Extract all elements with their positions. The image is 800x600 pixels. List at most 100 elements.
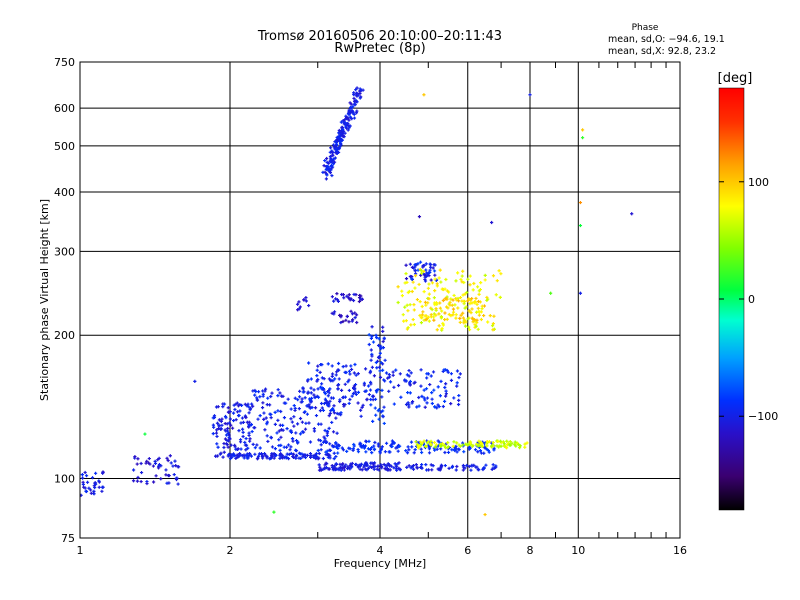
data-point bbox=[239, 403, 244, 407]
data-point bbox=[324, 398, 328, 403]
data-point bbox=[248, 437, 252, 441]
data-point bbox=[347, 369, 352, 373]
data-point bbox=[367, 333, 371, 337]
data-point bbox=[285, 452, 289, 456]
data-point bbox=[303, 427, 308, 431]
data-point bbox=[483, 278, 487, 282]
data-point bbox=[461, 293, 465, 297]
data-point bbox=[381, 339, 385, 344]
data-point bbox=[291, 452, 296, 456]
data-point bbox=[329, 146, 333, 150]
data-point bbox=[445, 368, 449, 373]
data-point bbox=[303, 410, 307, 414]
data-point bbox=[296, 398, 300, 402]
data-point bbox=[463, 324, 468, 328]
data-point bbox=[405, 465, 409, 469]
data-point bbox=[429, 463, 433, 467]
data-point bbox=[433, 277, 437, 281]
data-point bbox=[231, 418, 236, 423]
data-point bbox=[250, 402, 254, 406]
data-point bbox=[400, 294, 404, 298]
data-point bbox=[479, 441, 484, 445]
data-point bbox=[471, 288, 475, 292]
data-point bbox=[392, 441, 396, 445]
data-point bbox=[461, 269, 465, 273]
data-point bbox=[377, 417, 381, 421]
data-point bbox=[335, 291, 339, 296]
data-point bbox=[457, 393, 461, 398]
data-point bbox=[377, 365, 382, 369]
data-point bbox=[325, 160, 329, 164]
data-point bbox=[420, 450, 424, 455]
data-point bbox=[437, 324, 441, 328]
data-point bbox=[240, 416, 245, 420]
data-point bbox=[424, 262, 428, 266]
data-point bbox=[261, 392, 265, 396]
plot-frame bbox=[79, 61, 681, 539]
data-point bbox=[425, 376, 429, 380]
data-point bbox=[332, 310, 337, 314]
data-point bbox=[339, 320, 343, 325]
data-point bbox=[430, 391, 434, 395]
data-point bbox=[97, 485, 101, 489]
data-point bbox=[467, 325, 471, 329]
data-point bbox=[468, 441, 472, 446]
data-point bbox=[510, 441, 514, 445]
data-point bbox=[293, 448, 298, 452]
data-point bbox=[444, 394, 448, 398]
data-point bbox=[467, 464, 471, 469]
data-point bbox=[223, 428, 227, 432]
data-point bbox=[311, 454, 315, 458]
data-point bbox=[370, 445, 374, 450]
data-point bbox=[365, 397, 369, 401]
data-point bbox=[293, 406, 297, 410]
data-point bbox=[270, 445, 275, 449]
data-point bbox=[347, 466, 351, 470]
data-point bbox=[351, 298, 356, 303]
data-point bbox=[231, 452, 236, 456]
data-point bbox=[476, 306, 480, 310]
data-point bbox=[171, 464, 175, 468]
data-point bbox=[331, 445, 335, 449]
data-point bbox=[444, 277, 448, 282]
data-point bbox=[490, 444, 494, 448]
data-point bbox=[433, 273, 437, 277]
data-point bbox=[159, 477, 163, 481]
data-point bbox=[136, 475, 140, 480]
data-point bbox=[265, 434, 269, 438]
data-point bbox=[211, 423, 215, 427]
data-point bbox=[407, 381, 412, 385]
data-point bbox=[439, 316, 443, 320]
data-point bbox=[414, 440, 418, 444]
data-point bbox=[369, 348, 373, 352]
data-point bbox=[434, 443, 439, 447]
data-point bbox=[339, 465, 343, 470]
data-point bbox=[518, 444, 522, 448]
data-point bbox=[284, 445, 289, 449]
data-point bbox=[445, 305, 449, 309]
data-point bbox=[323, 390, 327, 394]
data-point bbox=[487, 450, 491, 454]
data-point bbox=[244, 448, 248, 452]
data-point bbox=[156, 458, 160, 462]
data-point bbox=[339, 120, 343, 124]
data-point bbox=[284, 401, 288, 405]
data-point bbox=[499, 444, 503, 448]
data-point bbox=[459, 313, 463, 317]
data-point bbox=[376, 409, 380, 413]
data-point bbox=[252, 426, 256, 430]
data-point bbox=[136, 457, 140, 461]
data-point bbox=[266, 396, 270, 400]
data-point bbox=[456, 306, 460, 310]
data-point bbox=[404, 379, 408, 383]
data-point bbox=[351, 447, 355, 451]
data-point bbox=[429, 278, 433, 282]
data-point bbox=[420, 304, 424, 309]
data-point bbox=[434, 301, 439, 305]
data-point bbox=[320, 363, 324, 367]
data-point bbox=[92, 492, 96, 496]
data-point bbox=[446, 441, 450, 445]
data-point bbox=[300, 430, 304, 434]
data-point bbox=[427, 273, 431, 278]
data-point bbox=[399, 395, 403, 399]
